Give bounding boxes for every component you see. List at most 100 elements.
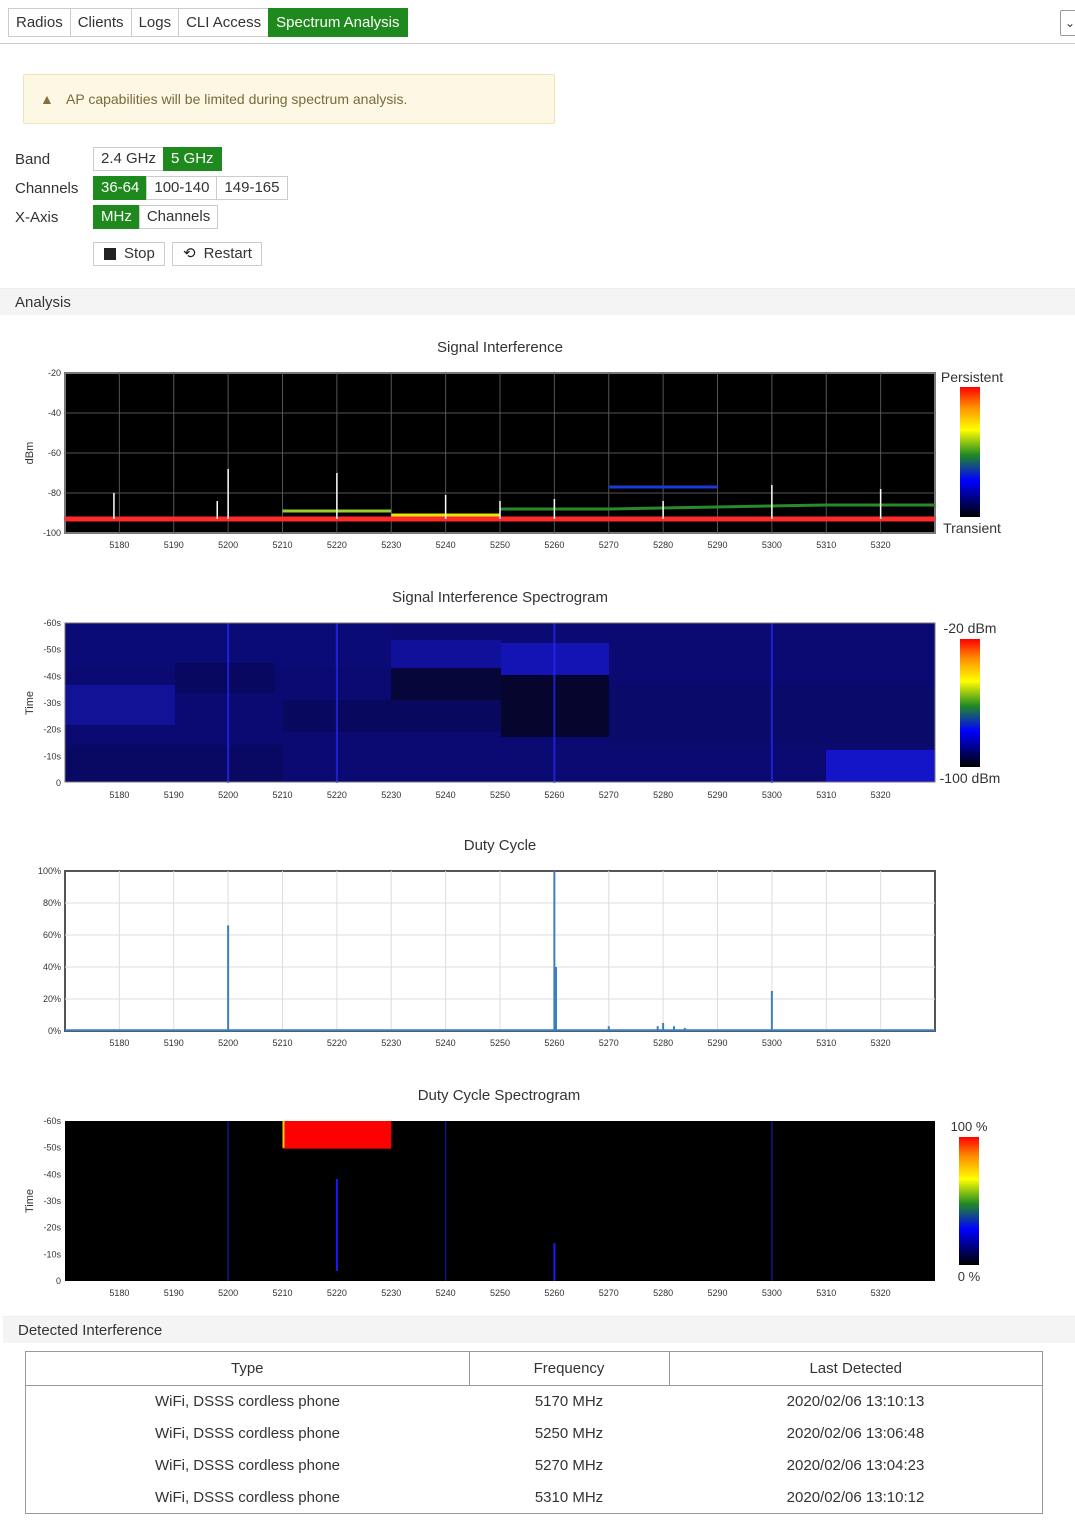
x-tick-label: 5240: [436, 540, 456, 550]
hot-block: [282, 1121, 392, 1149]
x-tick-label: 5180: [109, 540, 129, 550]
channels-option-36-64[interactable]: 36-64: [93, 176, 148, 200]
y-tick-label: -60s: [43, 618, 61, 628]
column-header-type[interactable]: Type: [26, 1352, 470, 1386]
y-tick-label: 0: [56, 778, 61, 788]
x-tick-label: 5210: [272, 1038, 292, 1048]
y-tick-label: 0%: [48, 1026, 61, 1036]
x-tick-label: 5210: [272, 1288, 292, 1298]
table-row: WiFi, DSSS cordless phone 5250 MHz 2020/…: [26, 1417, 1042, 1449]
y-axis-label: Time: [24, 691, 36, 715]
cell-last-detected: 2020/02/06 13:10:13: [786, 1392, 925, 1410]
signal-interference-title: Signal Interference: [437, 339, 563, 356]
x-tick-label: 5280: [653, 1288, 673, 1298]
restart-icon: ⟲: [183, 245, 196, 262]
x-tick-label: 5260: [544, 1038, 564, 1048]
x-tick-label: 5200: [218, 540, 238, 550]
legend-bottom-label: -100 dBm: [940, 770, 1001, 786]
x-tick-label: 5310: [816, 540, 836, 550]
x-tick-label: 5270: [599, 540, 619, 550]
warning-text: AP capabilities will be limited during s…: [66, 91, 408, 107]
signal-spectrogram-chart: 5180 5190 5200 5210 5220 5230 5240 5250 5260 5270…: [24, 618, 1001, 800]
y-tick-label: 60%: [43, 930, 61, 940]
y-tick-label: -30s: [43, 1196, 61, 1206]
table-row: WiFi, DSSS cordless phone 5170 MHz 2020/…: [26, 1385, 1042, 1417]
x-tick-label: 5220: [327, 1038, 347, 1048]
x-tick-label: 5310: [816, 1288, 836, 1298]
x-tick-label: 5290: [707, 1288, 727, 1298]
restart-button-label: Restart: [203, 245, 252, 262]
x-tick-label: 5190: [164, 540, 184, 550]
x-tick-label: 5320: [871, 790, 891, 800]
y-tick-label: -20s: [43, 1223, 61, 1233]
legend-top-label: -20 dBm: [944, 620, 997, 636]
xaxis-option-channels[interactable]: Channels: [138, 205, 219, 229]
x-tick-label: 5230: [381, 790, 401, 800]
cell-type: WiFi, DSSS cordless phone: [154, 1392, 341, 1410]
x-tick-label: 5270: [599, 1288, 619, 1298]
color-legend-bar: [960, 639, 980, 767]
cell-frequency: 5310 MHz: [534, 1488, 604, 1506]
y-tick-label: 0: [56, 1276, 61, 1286]
column-header-frequency[interactable]: Frequency: [469, 1352, 670, 1386]
band-label: Band: [15, 151, 51, 168]
x-tick-label: 5300: [762, 540, 782, 550]
x-tick-label: 5180: [109, 790, 129, 800]
y-tick-label: -50s: [43, 1143, 61, 1153]
x-tick-label: 5280: [653, 790, 673, 800]
analysis-section-header: Analysis: [0, 288, 1075, 315]
x-tick-label: 5250: [490, 790, 510, 800]
tab-cli-access[interactable]: CLI Access: [178, 8, 270, 37]
duty-cycle-chart: 5180 5190 5200 5210 5220 5230 5240 5250 5260 5270…: [38, 866, 936, 1048]
chevron-down-icon[interactable]: ⌄: [1060, 10, 1075, 36]
legend-top-label: 100 %: [951, 1119, 988, 1134]
tab-spectrum-analysis[interactable]: Spectrum Analysis: [268, 8, 408, 37]
y-tick-label: 100%: [38, 866, 61, 876]
channels-selector: 36-64 100-140 149-165: [93, 176, 288, 200]
x-tick-label: 5300: [762, 790, 782, 800]
x-tick-label: 5220: [327, 790, 347, 800]
x-tick-label: 5320: [871, 540, 891, 550]
band-option-2-4ghz[interactable]: 2.4 GHz: [93, 147, 165, 171]
x-tick-label: 5260: [544, 1288, 564, 1298]
legend-top-label: Persistent: [941, 369, 1003, 385]
y-tick-label: 40%: [43, 962, 61, 972]
x-tick-label: 5230: [381, 540, 401, 550]
duty-spectrogram-title: Duty Cycle Spectrogram: [417, 1087, 581, 1104]
tab-strip: Radios Clients Logs CLI Access Spectrum …: [8, 8, 408, 37]
cell-last-detected: 2020/02/06 13:06:48: [786, 1424, 925, 1442]
band-option-5ghz[interactable]: 5 GHz: [163, 147, 222, 171]
xaxis-option-mhz[interactable]: MHz: [93, 205, 140, 229]
y-tick-label: -80: [48, 488, 61, 498]
x-tick-label: 5200: [218, 1288, 238, 1298]
x-tick-label: 5230: [381, 1288, 401, 1298]
stop-icon: [104, 248, 116, 260]
column-header-last-detected[interactable]: Last Detected: [669, 1352, 1042, 1386]
x-tick-label: 5200: [218, 790, 238, 800]
color-legend-bar: [959, 1137, 979, 1265]
x-tick-label: 5300: [762, 1038, 782, 1048]
tab-radios[interactable]: Radios: [8, 8, 71, 37]
x-tick-label: 5260: [544, 540, 564, 550]
channels-option-149-165[interactable]: 149-165: [216, 176, 288, 200]
duty-cycle-title: Duty Cycle: [463, 837, 537, 854]
channels-option-100-140[interactable]: 100-140: [146, 176, 218, 200]
stop-button[interactable]: Stop: [93, 242, 165, 266]
y-tick-label: -20: [48, 368, 61, 378]
warning-triangle-icon: ▲: [40, 91, 54, 107]
y-tick-label: -60: [48, 448, 61, 458]
stop-button-label: Stop: [124, 245, 155, 262]
y-tick-label: 80%: [43, 898, 61, 908]
warning-alert: ▲ AP capabilities will be limited during…: [23, 74, 555, 124]
y-tick-label: -10s: [43, 1249, 61, 1259]
xaxis-label: X-Axis: [15, 209, 59, 226]
x-tick-label: 5280: [653, 1038, 673, 1048]
restart-button[interactable]: ⟲ Restart: [172, 242, 262, 266]
x-tick-label: 5180: [109, 1038, 129, 1048]
x-tick-label: 5320: [871, 1038, 891, 1048]
tab-logs[interactable]: Logs: [130, 8, 180, 37]
legend-bottom-label: Transient: [943, 520, 1001, 536]
cell-frequency: 5170 MHz: [534, 1392, 604, 1410]
tab-clients[interactable]: Clients: [69, 8, 132, 37]
color-legend-bar: [960, 387, 980, 517]
